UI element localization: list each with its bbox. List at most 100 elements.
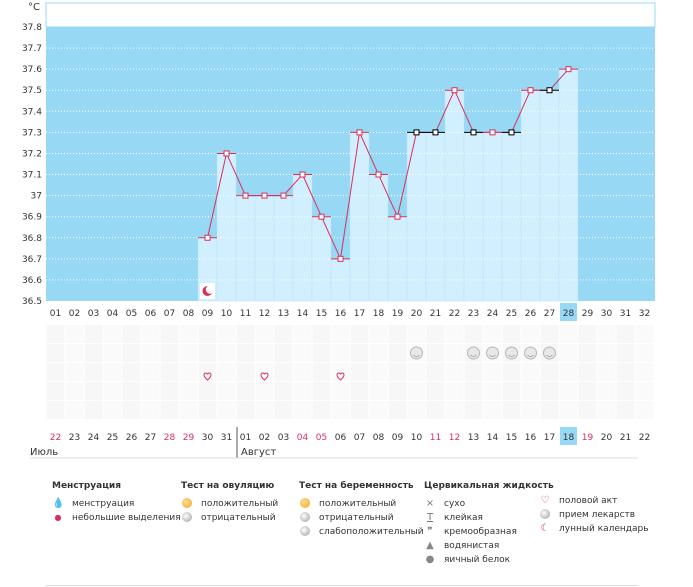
temperature-point — [280, 192, 287, 199]
calendar-date-label: 27 — [145, 433, 156, 443]
symptom-cell — [350, 382, 369, 400]
calendar-date-label: 14 — [487, 433, 499, 443]
legend-text: положительный — [319, 499, 397, 509]
temperature-point — [394, 213, 401, 220]
symptom-cell — [122, 382, 141, 400]
symptom-cell — [46, 363, 65, 381]
symptom-cell — [407, 363, 426, 381]
x-tick-label: 26 — [525, 309, 537, 319]
symptom-cell — [521, 325, 540, 343]
symptom-cell — [350, 401, 369, 419]
legend-cervical-title: Цервикальная жидкость — [424, 481, 554, 491]
calendar-date-label: 19 — [582, 433, 594, 443]
calendar-date-label: 24 — [88, 433, 100, 443]
symptom-cell — [312, 363, 331, 381]
legend-text: прием лекарств — [559, 510, 636, 520]
symptom-cell — [407, 382, 426, 400]
symptom-cell — [312, 325, 331, 343]
symptom-cell — [369, 344, 388, 362]
symptom-cell — [597, 382, 616, 400]
pill-icon — [543, 346, 556, 360]
symptom-cell — [293, 401, 312, 419]
temperature-bar — [235, 195, 256, 302]
y-tick-label: 37.6 — [22, 65, 42, 75]
symptom-cell — [65, 363, 84, 381]
symptom-cell — [445, 363, 464, 381]
calendar-date-label: 13 — [468, 433, 479, 443]
symptom-cell — [179, 382, 198, 400]
symptom-cell — [464, 325, 483, 343]
symptom-cell — [616, 401, 635, 419]
x-tick-label: 06 — [145, 309, 157, 319]
legend-text: менструация — [72, 499, 135, 509]
x-tick-label: 24 — [487, 309, 499, 319]
temperature-point — [413, 129, 420, 136]
symptom-cell — [65, 382, 84, 400]
calendar-date-label: 29 — [183, 433, 195, 443]
symptom-cell — [179, 344, 198, 362]
symptom-cell — [578, 344, 597, 362]
symptom-cell — [350, 363, 369, 381]
symptom-cell — [635, 363, 654, 381]
symptom-cell — [540, 401, 559, 419]
symptom-cell — [141, 363, 160, 381]
bbt-chart: 37.8 37.7 37.6 37.5 37.4 37.3 37.2 37.1 37 36.9 36… — [22, 2, 656, 459]
legend-text: слабоположительный — [319, 527, 424, 537]
calendar-date-label: 11 — [430, 433, 441, 443]
legend-text: водянистая — [444, 541, 500, 551]
symptom-cell — [122, 401, 141, 419]
symptom-cell — [217, 325, 236, 343]
x-axis-cycle-days: 01 02 03 04 05 06 07 08 09 10 11 12 13 14 15 16 17 18 19 20… — [50, 303, 650, 321]
symptom-cell — [426, 344, 445, 362]
symptom-cell — [407, 325, 426, 343]
symptom-cell — [464, 382, 483, 400]
x-tick-label: 21 — [430, 309, 441, 319]
symptom-cell — [255, 344, 274, 362]
x-tick-label: 25 — [506, 309, 517, 319]
symptom-cell — [578, 382, 597, 400]
symptom-cell — [559, 344, 578, 362]
symptom-cell — [635, 382, 654, 400]
symptom-cell — [122, 325, 141, 343]
pregnancy-positive-icon — [299, 498, 311, 510]
legend-text: кремообразная — [444, 527, 517, 537]
symptom-cell — [369, 363, 388, 381]
x-tick-label: 08 — [183, 309, 195, 319]
legend-text: половой акт — [559, 496, 618, 506]
calendar-date-label: 25 — [107, 433, 118, 443]
x-tick-label: 01 — [50, 309, 61, 319]
symptom-cell — [597, 363, 616, 381]
symptom-cell — [540, 382, 559, 400]
temperature-point — [242, 192, 249, 199]
calendar-date-label: 12 — [449, 433, 460, 443]
x-tick-label: 22 — [449, 309, 460, 319]
symptom-cell — [217, 382, 236, 400]
symptom-cell — [141, 382, 160, 400]
calendar-date-label: 10 — [411, 433, 423, 443]
symptom-cell — [483, 382, 502, 400]
heart-icon — [336, 372, 345, 381]
blood-drop-icon: 💧 — [52, 498, 65, 509]
legend-pregnancy-title: Тест на беременность — [299, 481, 414, 491]
symptom-cell — [65, 325, 84, 343]
pill-icon-shine — [413, 354, 420, 357]
symptom-cell — [84, 382, 103, 400]
legend-item: слабоположительный — [299, 525, 424, 539]
symptom-cell — [559, 363, 578, 381]
symptom-rows — [46, 283, 654, 419]
x-tick-label: 17 — [354, 309, 365, 319]
legend-item: ▲ водянистая — [424, 539, 554, 553]
symptom-cell — [502, 363, 521, 381]
symptom-cell — [521, 382, 540, 400]
legend-text: сухо — [444, 499, 466, 509]
pill-icon-shine — [508, 354, 515, 357]
y-tick-label: 37.7 — [22, 44, 42, 54]
symptom-cell — [160, 325, 179, 343]
x-tick-label: 03 — [88, 309, 99, 319]
symptom-cell — [616, 382, 635, 400]
symptom-cell — [426, 363, 445, 381]
x-tick-label: 18 — [373, 309, 385, 319]
symptom-cell — [65, 344, 84, 362]
symptom-cell — [274, 401, 293, 419]
calendar-date-label: 30 — [202, 433, 214, 443]
